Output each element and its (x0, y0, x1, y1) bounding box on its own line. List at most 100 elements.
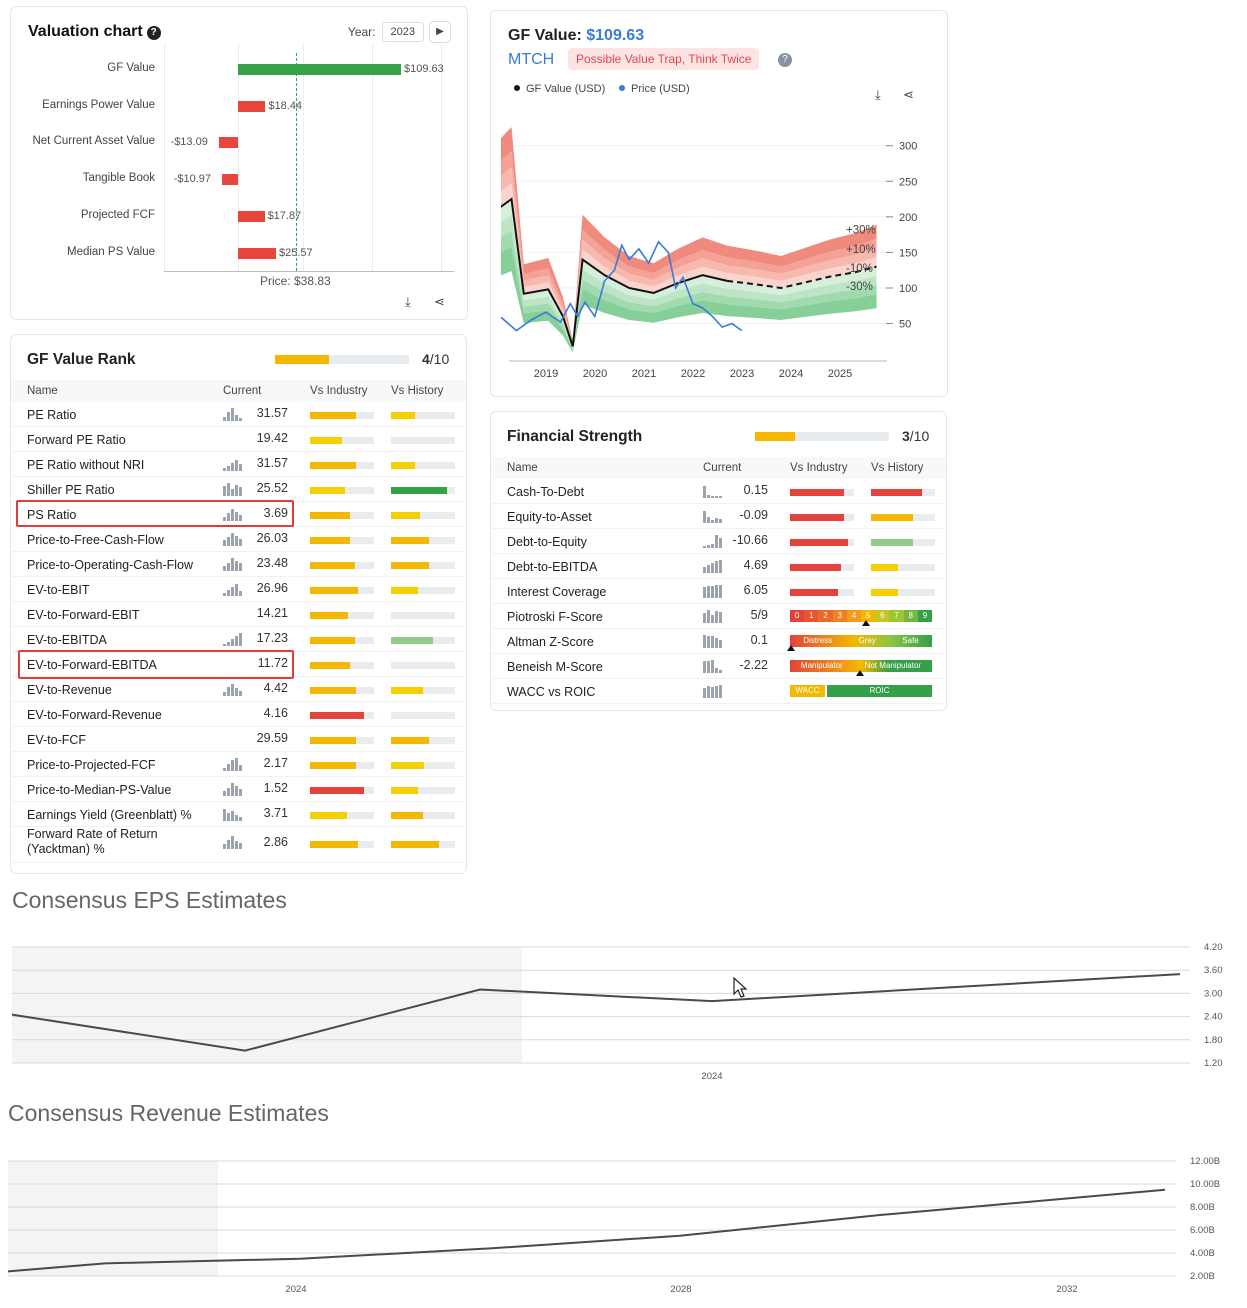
rank-name[interactable]: EV-to-Forward-EBITDA (27, 658, 157, 672)
rank-row[interactable]: EV-to-EBITDA 17.23 (11, 627, 466, 652)
fin-name[interactable]: Interest Coverage (507, 585, 607, 599)
sparkline-icon[interactable] (223, 558, 243, 571)
rank-row[interactable]: EV-to-Revenue 4.42 (11, 677, 466, 702)
rank-row[interactable]: EV-to-FCF 29.59 (11, 727, 466, 752)
download-icon[interactable]: ⤓ (875, 87, 881, 102)
x-axis-line (164, 271, 454, 272)
sparkline-icon[interactable] (223, 533, 243, 546)
rank-name[interactable]: PE Ratio (27, 408, 77, 422)
sparkline-icon[interactable] (223, 808, 243, 821)
fin-name[interactable]: Beneish M-Score (507, 660, 603, 674)
fin-name[interactable]: Debt-to-EBITDA (507, 560, 598, 574)
sparkline-icon[interactable] (223, 408, 243, 421)
sparkline-icon[interactable] (223, 458, 243, 471)
rank-row[interactable]: EV-to-Forward-EBIT 14.21 (11, 602, 466, 627)
sparkline-icon[interactable] (223, 758, 243, 771)
sparkline-icon[interactable] (703, 485, 723, 498)
fin-current-value: 6.05 (743, 583, 768, 597)
rank-row[interactable]: Price-to-Projected-FCF 2.17 (11, 752, 466, 777)
rank-row[interactable]: Price-to-Median-PS-Value 1.52 (11, 777, 466, 802)
fin-name[interactable]: Equity-to-Asset (507, 510, 592, 524)
rank-name[interactable]: Forward Rate of Return (Yacktman) % (27, 827, 158, 856)
sparkline-icon[interactable] (703, 510, 723, 523)
rank-row[interactable]: Price-to-Operating-Cash-Flow 23.48 (11, 552, 466, 577)
help-icon[interactable]: ? (146, 26, 161, 40)
rank-name[interactable]: Price-to-Operating-Cash-Flow (27, 558, 194, 572)
valuation-bar[interactable] (221, 174, 238, 186)
ticker-link[interactable]: MTCH (508, 51, 555, 68)
y-tick-label: 6.00B (1190, 1225, 1215, 1236)
valuation-bar[interactable] (238, 247, 277, 259)
vs-industry-bar (310, 687, 374, 694)
fin-row[interactable]: Cash-To-Debt 0.15 (491, 479, 946, 504)
valuation-bar[interactable] (238, 64, 401, 75)
fin-row[interactable]: Debt-to-Equity -10.66 (491, 529, 946, 554)
legend-price[interactable]: Price (USD) (619, 83, 690, 95)
sparkline-icon[interactable] (703, 635, 723, 648)
rank-name[interactable]: EV-to-Forward-EBIT (27, 608, 140, 622)
share-icon[interactable]: ⋖ (434, 294, 445, 309)
rank-row[interactable]: Earnings Yield (Greenblatt) % 3.71 (11, 802, 466, 827)
fin-row[interactable]: Interest Coverage 6.05 (491, 579, 946, 604)
rank-row[interactable]: EV-to-Forward-EBITDA 11.72 (11, 652, 466, 677)
rank-name[interactable]: PE Ratio without NRI (27, 458, 145, 472)
valuation-bar[interactable] (238, 100, 266, 112)
rank-row[interactable]: EV-to-Forward-Revenue 4.16 (11, 702, 466, 727)
rank-row[interactable]: Forward Rate of Return (Yacktman) % 2.86 (11, 827, 466, 863)
rank-name[interactable]: Shiller PE Ratio (27, 483, 115, 497)
rank-row[interactable]: PE Ratio without NRI 31.57 (11, 452, 466, 477)
rank-row[interactable]: Forward PE Ratio 19.42 (11, 427, 466, 452)
rank-row[interactable]: Shiller PE Ratio 25.52 (11, 477, 466, 502)
fin-name[interactable]: Cash-To-Debt (507, 485, 585, 499)
fin-name[interactable]: WACC vs ROIC (507, 685, 596, 699)
sparkline-icon[interactable] (703, 585, 723, 598)
rank-row[interactable]: PE Ratio 31.57 (11, 402, 466, 427)
fin-row[interactable]: Debt-to-EBITDA 4.69 (491, 554, 946, 579)
rank-name[interactable]: Price-to-Projected-FCF (27, 758, 156, 772)
sparkline-icon[interactable] (223, 683, 243, 696)
question-icon[interactable]: ? (778, 53, 792, 67)
rank-name[interactable]: EV-to-EBITDA (27, 633, 107, 647)
fin-name[interactable]: Piotroski F-Score (507, 610, 603, 624)
sparkline-icon[interactable] (703, 685, 723, 698)
rank-row[interactable]: Price-to-Free-Cash-Flow 26.03 (11, 527, 466, 552)
rank-current-value: 2.17 (263, 756, 288, 770)
share-icon[interactable]: ⋖ (903, 87, 914, 102)
fin-name[interactable]: Debt-to-Equity (507, 535, 587, 549)
fin-row[interactable]: Piotroski F-Score 5/9 0 1 2 3 4 5 6 7 8 9 (491, 604, 946, 629)
rank-name[interactable]: EV-to-Revenue (27, 683, 112, 697)
download-icon[interactable]: ⤓ (405, 294, 411, 309)
sparkline-icon[interactable] (223, 483, 243, 496)
rank-name[interactable]: PS Ratio (27, 508, 77, 522)
valuation-row-label: GF Value (107, 62, 155, 74)
sparkline-icon[interactable] (223, 583, 243, 596)
vs-history-bar (871, 539, 935, 546)
rank-name[interactable]: EV-to-FCF (27, 733, 87, 747)
sparkline-icon[interactable] (703, 610, 723, 623)
rank-name[interactable]: Price-to-Median-PS-Value (27, 783, 172, 797)
sparkline-icon[interactable] (223, 633, 243, 646)
valuation-bar[interactable] (218, 137, 238, 149)
rank-name[interactable]: Forward PE Ratio (27, 433, 126, 447)
sparkline-icon[interactable] (223, 783, 243, 796)
rank-row[interactable]: EV-to-EBIT 26.96 (11, 577, 466, 602)
year-select[interactable]: 2023 (381, 22, 424, 42)
fin-row[interactable]: Equity-to-Asset -0.09 (491, 504, 946, 529)
sparkline-icon[interactable] (223, 836, 243, 849)
sparkline-icon[interactable] (703, 560, 723, 573)
rank-name[interactable]: Earnings Yield (Greenblatt) % (27, 808, 192, 822)
valuation-bar[interactable] (238, 210, 265, 222)
fin-row[interactable]: Altman Z-Score 0.1 Distress Grey Safe (491, 629, 946, 654)
sparkline-icon[interactable] (223, 508, 243, 521)
valuation-value-label: $109.63 (404, 63, 444, 75)
rank-name[interactable]: EV-to-EBIT (27, 583, 90, 597)
sparkline-icon[interactable] (703, 535, 723, 548)
legend-gf-value[interactable]: GF Value (USD) (514, 83, 605, 95)
rank-name[interactable]: Price-to-Free-Cash-Flow (27, 533, 164, 547)
sparkline-icon[interactable] (703, 660, 723, 673)
fin-row[interactable]: Beneish M-Score -2.22 Manipulator Not Manip… (491, 654, 946, 679)
rank-name[interactable]: EV-to-Forward-Revenue (27, 708, 162, 722)
fin-name[interactable]: Altman Z-Score (507, 635, 594, 649)
play-icon[interactable]: ▶ (429, 21, 451, 43)
fin-row[interactable]: WACC vs ROIC WACC ROIC (491, 679, 946, 704)
